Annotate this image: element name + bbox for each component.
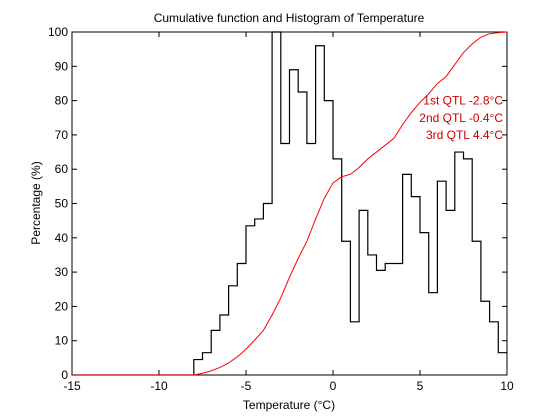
plot-area: -15 -10 -5 0 5 10 0 10 20 30 40 50 60 70 80 90 100 1st … [48,25,514,393]
histogram-series [72,31,507,376]
y-tick-label: 30 [55,265,69,279]
y-axis-label: Percentage (%) [29,161,43,244]
x-axis-label: Temperature (°C) [243,398,335,412]
y-tick-label: 100 [48,25,68,39]
x-axis: -15 -10 -5 0 5 10 [63,32,514,393]
x-tick-label: -10 [150,379,168,393]
quantile-annotation: 1st QTL -2.8°C [423,94,503,108]
y-axis: 0 10 20 30 40 50 60 70 80 90 100 [48,25,507,382]
y-tick-label: 90 [55,59,69,73]
x-tick-label: -15 [63,379,81,393]
x-tick-label: 10 [500,379,514,393]
x-tick-label: 5 [417,379,424,393]
y-tick-label: 80 [55,94,69,108]
cumulative-series [72,31,508,376]
y-tick-label: 60 [55,162,69,176]
x-tick-label: -5 [241,379,252,393]
quantile-annotation: 3rd QTL 4.4°C [426,128,503,142]
y-tick-label: 0 [61,368,68,382]
y-tick-label: 70 [55,128,69,142]
x-tick-label: 0 [330,379,337,393]
y-tick-label: 20 [55,299,69,313]
quantile-annotations: 1st QTL -2.8°C 2nd QTL -0.4°C 3rd QTL 4.4°… [419,94,503,142]
y-tick-label: 10 [55,334,69,348]
chart-title: Cumulative function and Histogram of Tem… [154,11,425,25]
y-tick-label: 40 [55,231,69,245]
quantile-annotation: 2nd QTL -0.4°C [419,111,503,125]
y-tick-label: 50 [55,197,69,211]
